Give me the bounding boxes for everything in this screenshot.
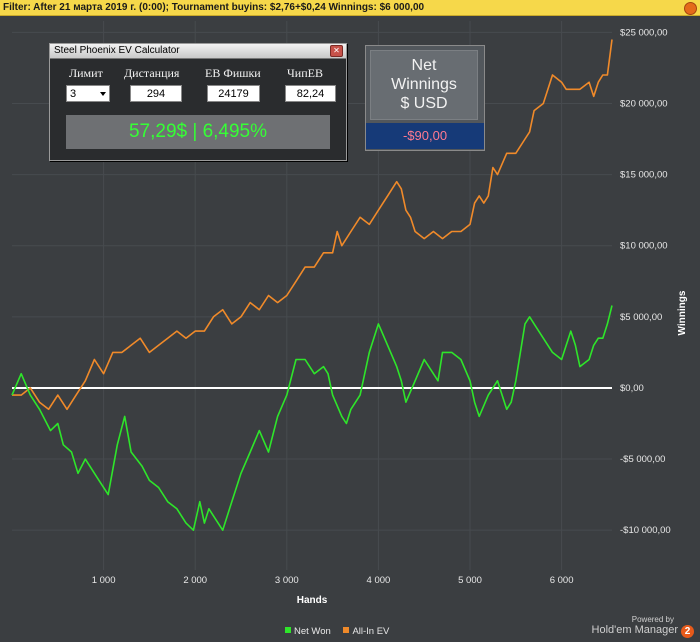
y-axis-title: Winnings — [677, 290, 688, 335]
legend-label-all-in-ev: All-In EV — [352, 626, 390, 637]
net-winnings-widget: Net Winnings $ USD -$90,00 — [365, 45, 485, 151]
chip-ev-label: ЧипЕВ — [287, 66, 323, 80]
x-tick-label: 1 000 — [92, 575, 116, 586]
y-tick-labels: -$10 000,00 -$5 000,00 $0,00 $5 000,00 $10 0… — [620, 27, 671, 536]
distance-input[interactable]: 294 — [130, 85, 182, 102]
filter-bar: Filter: After 21 марта 2019 г. (0:00); T… — [0, 0, 700, 16]
net-winnings-title: Net Winnings $ USD — [370, 50, 478, 120]
branding: Powered by Hold'em Manager 2 — [592, 615, 694, 638]
brand-name: Hold'em Manager — [591, 624, 678, 636]
y-tick-label: $15 000,00 — [620, 170, 668, 181]
series-layer — [11, 39, 613, 531]
calculator-title: Steel Phoenix EV Calculator — [54, 45, 180, 56]
y-tick-label: $25 000,00 — [620, 27, 668, 38]
powered-by-text: Powered by — [631, 615, 674, 624]
distance-label: Дистанция — [124, 66, 180, 80]
y-tick-label: $0,00 — [620, 383, 644, 394]
legend-swatch-net-won — [285, 627, 291, 633]
close-filter-icon[interactable] — [684, 2, 697, 15]
legend-swatch-all-in-ev — [343, 627, 350, 633]
y-tick-label: -$5 000,00 — [620, 454, 665, 465]
x-tick-label: 4 000 — [367, 575, 391, 586]
series-line-all-in-ev — [12, 39, 613, 411]
limit-value: 3 — [70, 88, 77, 100]
chip-ev-input[interactable]: 82,24 — [285, 85, 336, 102]
x-tick-labels: 1 000 2 000 3 000 4 000 5 000 6 000 — [92, 575, 574, 586]
y-tick-label: -$10 000,00 — [620, 525, 671, 536]
filter-text: Filter: After 21 марта 2019 г. (0:00); T… — [3, 2, 425, 13]
net-winnings-title-line3: $ USD — [400, 95, 448, 112]
x-axis-title: Hands — [297, 595, 328, 606]
calculator-titlebar[interactable]: Steel Phoenix EV Calculator ✕ — [50, 44, 346, 59]
net-winnings-title-line1: Net — [411, 57, 437, 74]
y-tick-label: $20 000,00 — [620, 98, 668, 109]
x-tick-label: 2 000 — [183, 575, 207, 586]
limit-select[interactable]: 3 — [66, 85, 110, 102]
x-tick-label: 6 000 — [550, 575, 574, 586]
legend-net-won[interactable]: Net Won — [285, 626, 331, 637]
legend-all-in-ev[interactable]: All-In EV — [343, 626, 389, 637]
ev-result: 57,29$ | 6,495% — [66, 115, 330, 149]
y-tick-label: $5 000,00 — [620, 312, 662, 323]
x-tick-label: 3 000 — [275, 575, 299, 586]
y-tick-label: $10 000,00 — [620, 241, 668, 252]
close-icon[interactable]: ✕ — [330, 45, 343, 57]
chart-legend: Net Won All-In EV — [285, 626, 399, 637]
legend-label-net-won: Net Won — [294, 626, 331, 637]
net-winnings-title-line2: Winnings — [391, 76, 457, 93]
ev-chips-label: ЕВ Фишки — [205, 66, 261, 80]
net-winnings-value: -$90,00 — [366, 123, 484, 149]
limit-label: Лимит — [69, 66, 103, 80]
ev-chips-input[interactable]: 24179 — [207, 85, 260, 102]
x-tick-label: 5 000 — [458, 575, 482, 586]
ev-calculator-window: Steel Phoenix EV Calculator ✕ Лимит Дист… — [49, 43, 347, 161]
series-line-net-won — [11, 305, 613, 531]
hm2-logo-icon: 2 — [681, 625, 694, 638]
chevron-down-icon — [100, 92, 106, 96]
